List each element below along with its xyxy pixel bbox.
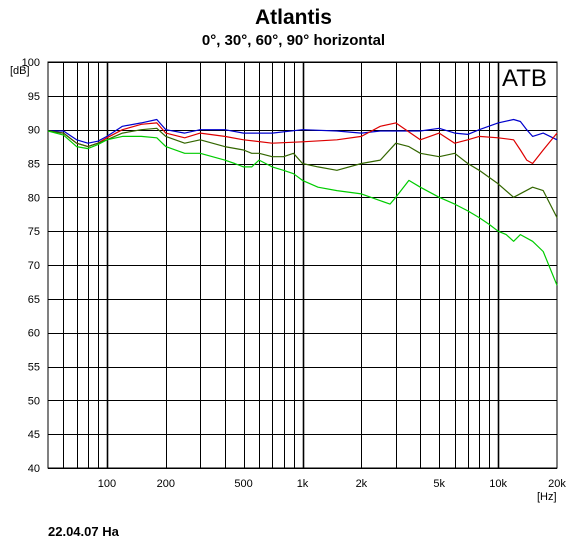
x-tick-label: 1k <box>297 478 309 490</box>
y-axis-label: [dB] <box>10 65 30 77</box>
x-tick-label: 100 <box>98 478 116 490</box>
series-lines <box>47 118 558 286</box>
chart-title: Atlantis <box>254 6 332 29</box>
y-tick-label: 40 <box>28 463 40 475</box>
y-tick-label: 85 <box>28 159 40 171</box>
y-tick-label: 55 <box>28 362 40 374</box>
series-line-0 <box>48 118 558 144</box>
y-tick-label: 60 <box>28 328 40 340</box>
series-line-1 <box>47 122 558 165</box>
x-tick-label: 20k <box>548 478 566 490</box>
x-tick-labels: 100 200 500 1k 2k 5k 10k 20k <box>98 478 567 490</box>
series-line-2 <box>47 127 558 218</box>
grid-lines <box>47 61 558 469</box>
y-tick-label: 100 <box>22 57 40 69</box>
y-tick-label: 50 <box>28 395 40 407</box>
y-tick-label: 65 <box>28 294 40 306</box>
x-tick-label: 5k <box>433 478 445 490</box>
y-tick-label: 80 <box>28 192 40 204</box>
y-tick-labels: 40 45 50 55 60 65 70 75 80 85 90 95 100 <box>22 57 40 475</box>
series-line-3 <box>47 130 558 286</box>
x-tick-label: 200 <box>157 478 175 490</box>
y-tick-label: 45 <box>28 429 40 441</box>
footer-date: 22.04.07 Ha <box>48 524 119 539</box>
brand-label: ATB <box>502 65 547 92</box>
y-tick-label: 95 <box>28 91 40 103</box>
x-tick-label: 500 <box>234 478 252 490</box>
y-tick-label: 70 <box>28 260 40 272</box>
x-axis-label: [Hz] <box>537 491 557 503</box>
y-tick-label: 90 <box>28 125 40 137</box>
x-tick-label: 2k <box>356 478 368 490</box>
x-tick-label: 10k <box>489 478 507 490</box>
y-tick-label: 75 <box>28 226 40 238</box>
chart-subtitle: 0°, 30°, 60°, 90° horizontal <box>201 32 386 49</box>
